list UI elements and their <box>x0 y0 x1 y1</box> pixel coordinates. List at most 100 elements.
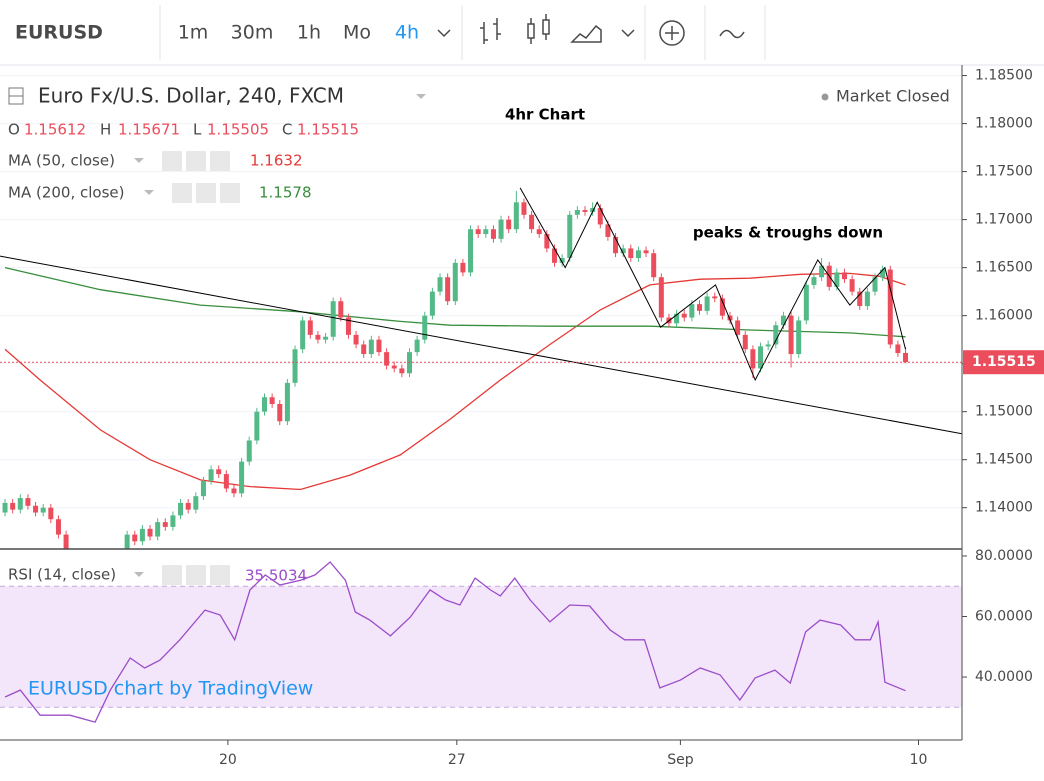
y-tick-label: 40.0000 <box>975 669 1033 685</box>
candle-body <box>10 502 16 510</box>
candle-body <box>590 208 596 212</box>
candle-body <box>277 403 283 422</box>
candle-body <box>155 522 161 537</box>
candle-body <box>124 534 130 549</box>
candle-body <box>178 502 184 516</box>
candle-body <box>223 474 229 489</box>
candle-body <box>620 248 626 254</box>
candle-body <box>536 229 542 235</box>
candle-body <box>437 277 443 292</box>
y-tick-label: 1.18500 <box>975 68 1033 84</box>
last-price-label: 1.15515 <box>972 354 1036 370</box>
candle-body <box>338 301 344 318</box>
candle-body <box>63 534 69 549</box>
y-tick-label: 60.0000 <box>975 609 1033 625</box>
candle-body <box>323 336 329 340</box>
candle-body <box>40 507 46 513</box>
candle-body <box>452 262 458 302</box>
annotation: peaks & troughs down <box>693 224 883 242</box>
candle-body <box>147 528 153 537</box>
candle-body <box>132 534 138 542</box>
candle-body <box>689 304 695 318</box>
interval[interactable]: 1h <box>297 22 321 44</box>
symbol[interactable]: EURUSD <box>15 22 103 44</box>
candle-body <box>292 349 298 383</box>
candle-body <box>475 229 481 235</box>
interval[interactable]: 30m <box>231 22 274 44</box>
candle-body <box>727 315 733 321</box>
candle-body <box>895 344 901 354</box>
candle-body <box>284 382 290 422</box>
candle-body <box>246 440 252 462</box>
candle-body <box>880 269 886 278</box>
candle-body <box>559 258 565 263</box>
candle-body <box>262 397 268 412</box>
legend-entry: MA (200, close) <box>8 184 124 202</box>
candle-body <box>445 277 451 302</box>
candle-body <box>231 488 237 494</box>
candle-body <box>605 224 611 237</box>
candle-body <box>803 284 809 321</box>
y-tick-label: 1.17500 <box>975 164 1033 180</box>
candle-body <box>391 365 397 369</box>
candle-body <box>193 496 199 510</box>
candle-body <box>635 250 641 259</box>
candle-body <box>551 248 557 263</box>
moving-average <box>4 272 906 491</box>
toolbar: EURUSD 1m 30m 1h Mo 4h <box>0 0 1044 66</box>
legend-value: 1.1578 <box>259 184 312 202</box>
candle-body <box>704 296 710 311</box>
candle-body <box>384 352 390 366</box>
toolbar-icons[interactable] <box>437 14 745 46</box>
rsi-line <box>4 561 906 723</box>
y-tick-label: 1.14500 <box>975 452 1033 468</box>
candle-body <box>300 320 306 350</box>
candle-body <box>269 397 275 404</box>
ohlc-value: 1.15671 <box>118 121 180 139</box>
trend-line <box>519 187 906 382</box>
candle-body <box>765 344 771 347</box>
x-tick-label: Sep <box>667 752 694 768</box>
y-tick-label: 1.15000 <box>975 404 1033 420</box>
interval[interactable]: Mo <box>343 22 371 44</box>
candle-body <box>719 298 725 316</box>
candle-body <box>361 344 367 355</box>
candle-body <box>200 480 206 497</box>
candle-body <box>25 498 31 506</box>
candle-body <box>544 234 550 249</box>
ohlc-value: 1.15505 <box>207 121 269 139</box>
market-status: Market Closed <box>836 87 950 106</box>
watermark[interactable]: EURUSD chart by TradingView <box>28 678 313 700</box>
x-tick-label: 27 <box>448 752 466 768</box>
candle-body <box>796 320 802 355</box>
candle-body <box>742 334 748 350</box>
ohlc-label: L <box>193 121 202 139</box>
candle-body <box>849 279 855 292</box>
y-tick-label: 1.14000 <box>975 500 1033 516</box>
ohlc-label: H <box>100 121 111 139</box>
interval[interactable]: 1m <box>178 22 209 44</box>
candle-body <box>780 315 786 326</box>
candle-body <box>758 346 764 369</box>
ohlc-label: O <box>8 121 20 139</box>
candle-body <box>872 277 878 292</box>
candle-body <box>864 291 870 307</box>
legend-value: 35.5034 <box>245 567 307 585</box>
candle-body <box>643 250 649 254</box>
chart-title: Euro Fx/U.S. Dollar, 240, FXCM <box>38 84 344 108</box>
candle-body <box>33 505 39 513</box>
candle-body <box>696 304 702 311</box>
candle-body <box>162 522 168 527</box>
price-pane <box>0 75 962 549</box>
candle-body <box>735 320 741 335</box>
candle-body <box>468 229 474 273</box>
candle-body <box>903 352 909 363</box>
y-tick-label: 1.16000 <box>975 308 1033 324</box>
legend-entry: RSI (14, close) <box>8 566 116 584</box>
candle-body <box>651 253 657 278</box>
candle-body <box>239 461 245 494</box>
candle-body <box>254 411 260 441</box>
legend-entry: MA (50, close) <box>8 152 115 170</box>
interval[interactable]: 4h <box>395 22 419 44</box>
